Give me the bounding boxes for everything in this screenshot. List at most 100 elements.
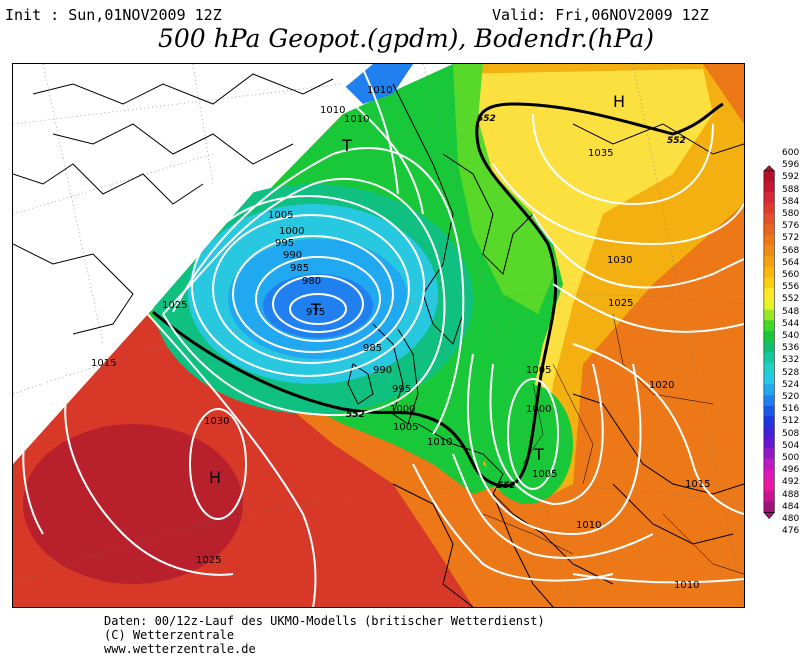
legend-frame xyxy=(763,170,775,513)
isobar-label: 1025 xyxy=(608,298,633,309)
pressure-labels: 1010 1010 1010 1005 1000 995 990 985 980… xyxy=(91,85,710,591)
legend-swatch xyxy=(763,416,775,428)
valid-time: Valid: Fri,06NOV2009 12Z xyxy=(492,6,709,24)
isobar-label: 1010 xyxy=(576,520,601,531)
isobar-label: 995 xyxy=(275,238,294,249)
legend-level-label: 536 xyxy=(782,343,800,354)
legend-level-label: 520 xyxy=(782,392,800,402)
legend-swatch xyxy=(763,395,775,406)
legend-swatch xyxy=(763,405,775,417)
isobar-label: 1005 xyxy=(526,365,551,376)
legend-level-label: 504 xyxy=(782,440,800,451)
legend-level-label: 496 xyxy=(782,465,800,476)
legend-level-label: 484 xyxy=(782,501,800,512)
legend-swatch xyxy=(763,170,775,182)
footer-line-url: www.wetterzentrale.de xyxy=(104,642,256,656)
legend-level-label: 584 xyxy=(782,196,800,207)
isobar-label: 1030 xyxy=(607,255,632,266)
isobar-label: 1015 xyxy=(91,358,116,369)
legend-level-label: 480 xyxy=(782,514,800,524)
isobar-label: 1035 xyxy=(588,148,613,159)
footer-line-copyright: (C) Wetterzentrale xyxy=(104,628,235,642)
legend-swatch xyxy=(763,480,775,492)
legend-swatch xyxy=(763,266,775,278)
legend-level-label: 500 xyxy=(782,453,800,463)
color-scale-bar xyxy=(763,165,776,520)
legend-level-label: 528 xyxy=(782,367,800,378)
init-time: Init : Sun,01NOV2009 12Z xyxy=(5,6,222,24)
isobar-label: 1005 xyxy=(268,210,293,221)
legend-swatch xyxy=(763,448,775,460)
legend-swatch xyxy=(763,224,775,236)
isobar-label: 1010 xyxy=(674,580,699,591)
data-source-footer: Daten: 00/12z-Lauf des UKMO-Modells (bri… xyxy=(104,614,545,656)
isobars xyxy=(22,68,744,607)
legend-level-label: 544 xyxy=(782,318,800,329)
legend-swatch xyxy=(763,373,775,385)
legend-level-label: 524 xyxy=(782,379,800,390)
geopotential-label: 552 xyxy=(667,136,686,146)
legend-level-label: 492 xyxy=(782,477,800,488)
legend-swatch xyxy=(763,491,775,503)
legend-level-label: 596 xyxy=(782,160,800,171)
legend-level-label: 516 xyxy=(782,404,800,415)
legend-swatch xyxy=(763,363,775,374)
legend-swatch xyxy=(763,437,775,449)
geopotential-552-line xyxy=(152,102,724,488)
legend-swatch xyxy=(763,352,775,364)
legend-level-label: 552 xyxy=(782,294,800,305)
high-center-label: H xyxy=(613,92,625,111)
isobar-label: 1025 xyxy=(162,300,187,311)
isobar-label: 1030 xyxy=(204,416,229,427)
legend-level-label: 572 xyxy=(782,233,800,244)
borders xyxy=(482,313,744,575)
high-center-label: H xyxy=(209,468,221,487)
legend-bottom-arrow xyxy=(763,512,775,520)
legend-level-label: 476 xyxy=(782,526,800,537)
legend-level-label: 532 xyxy=(782,355,800,366)
legend-swatch xyxy=(763,331,775,342)
legend-swatch xyxy=(763,213,775,225)
isobar-label: 1005 xyxy=(532,469,557,480)
isobar-label: 1020 xyxy=(649,380,674,391)
isobar-label: 1000 xyxy=(279,226,304,237)
legend-swatch xyxy=(763,501,775,513)
legend-level-label: 508 xyxy=(782,428,800,439)
legend-level-label: 592 xyxy=(782,172,800,183)
legend-level-label: 568 xyxy=(782,245,800,256)
legend-swatch xyxy=(763,245,775,257)
legend-swatch xyxy=(763,234,775,246)
legend-swatch xyxy=(763,320,775,332)
legend-level-label: 512 xyxy=(782,416,800,427)
pressure-centers: H T T T H xyxy=(209,92,625,487)
isobar-label: 1010 xyxy=(320,105,345,116)
isobar-label: 990 xyxy=(373,365,392,376)
legend-swatch xyxy=(763,469,775,481)
legend-level-label: 548 xyxy=(782,306,800,317)
isobar-label: 1010 xyxy=(367,85,392,96)
legend-swatch xyxy=(763,277,775,289)
geopotential-label: 552 xyxy=(497,481,516,491)
geopotential-label: 552 xyxy=(477,114,496,124)
isobar-label: 1000 xyxy=(526,404,551,415)
isobar-label: 1015 xyxy=(685,479,710,490)
coastlines xyxy=(13,73,744,607)
no-data-area xyxy=(13,64,373,464)
legend-level-label: 560 xyxy=(782,270,800,280)
footer-line-data: Daten: 00/12z-Lauf des UKMO-Modells (bri… xyxy=(104,614,545,628)
geopotential-label: 552 xyxy=(346,410,365,420)
isobar-label: 990 xyxy=(283,250,302,261)
legend-level-label: 600 xyxy=(782,148,800,158)
legend-swatch xyxy=(763,256,775,268)
low-center-label: T xyxy=(533,445,544,464)
legend-swatch xyxy=(763,202,775,214)
legend-level-label: 588 xyxy=(782,184,800,195)
legend-level-label: 580 xyxy=(782,209,800,219)
legend-top-arrow xyxy=(763,165,776,172)
legend-swatch xyxy=(763,288,775,300)
isobar-label: 1005 xyxy=(393,422,418,433)
isobar-label: 1010 xyxy=(427,437,452,448)
geopotential-labels: 552 552 552 552 xyxy=(346,114,686,491)
isobar-label: 1010 xyxy=(344,114,369,125)
legend-level-label: 564 xyxy=(782,257,800,268)
